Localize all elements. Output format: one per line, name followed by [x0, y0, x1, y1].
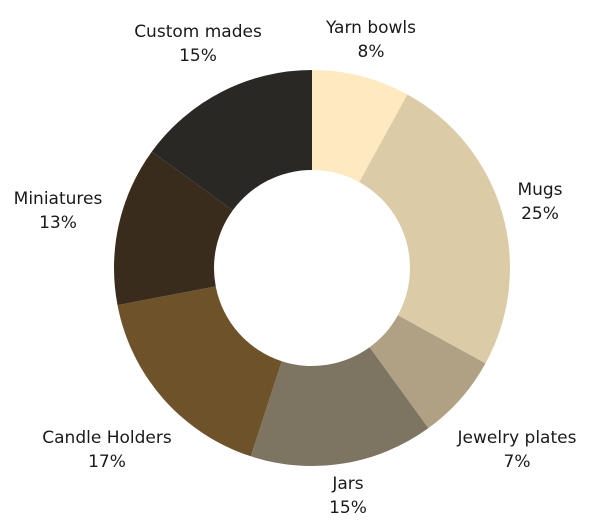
slice-label-percent: 7%	[503, 452, 531, 472]
slice-label-name: Jars	[332, 474, 364, 494]
slice-label-yarn-bowls: Yarn bowls 8%	[326, 16, 416, 64]
slice-mugs	[359, 94, 511, 364]
slice-jewelry-plates	[369, 315, 486, 429]
slice-label-miniatures: Miniatures 13%	[14, 187, 103, 235]
slice-candle-holders	[117, 286, 282, 457]
slice-miniatures	[114, 151, 233, 306]
slice-label-name: Mugs	[517, 180, 563, 200]
slice-label-jars: Jars 15%	[329, 472, 367, 520]
slice-label-percent: 17%	[88, 452, 126, 472]
slice-jars	[250, 347, 429, 466]
slice-label-percent: 15%	[329, 498, 367, 518]
slice-label-percent: 15%	[179, 46, 217, 66]
slice-label-percent: 13%	[39, 213, 77, 233]
slice-label-jewelry-plates: Jewelry plates 7%	[458, 426, 577, 474]
slice-label-name: Candle Holders	[42, 428, 172, 448]
slice-label-name: Custom mades	[134, 22, 262, 42]
slice-label-percent: 8%	[357, 42, 385, 62]
slice-custom-mades	[151, 70, 312, 211]
slice-yarn-bowls	[312, 70, 408, 183]
slice-label-name: Yarn bowls	[325, 18, 417, 38]
slice-label-name: Miniatures	[13, 189, 103, 209]
slice-label-mugs: Mugs 25%	[517, 178, 562, 226]
slices-group	[114, 70, 511, 466]
slice-label-percent: 25%	[521, 204, 559, 224]
slice-label-name: Jewelry plates	[457, 428, 577, 448]
slice-label-custom-mades: Custom mades 15%	[134, 20, 262, 68]
slice-label-candle-holders: Candle Holders 17%	[42, 426, 171, 474]
